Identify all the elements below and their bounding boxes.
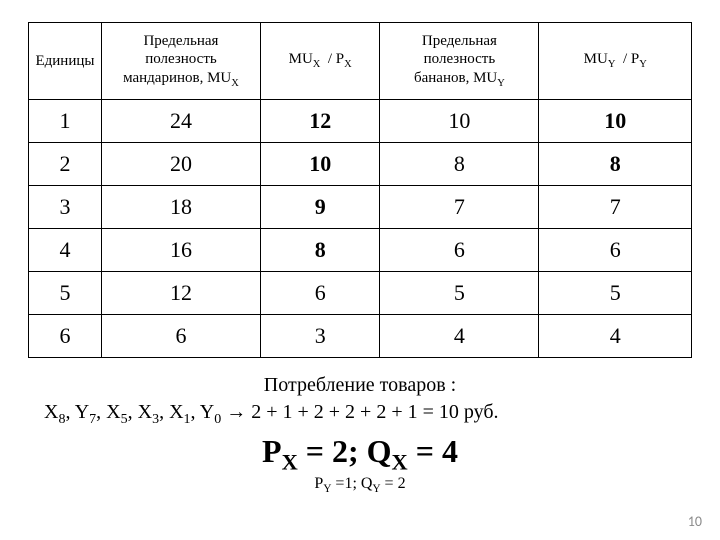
caption-line1: Потребление товаров :	[28, 372, 692, 399]
cell-4-0: 5	[29, 272, 102, 315]
cell-0-1: 24	[101, 100, 260, 143]
cell-2-1: 18	[101, 186, 260, 229]
page-number: 10	[688, 513, 702, 530]
cell-0-0: 1	[29, 100, 102, 143]
table-row: 416866	[29, 229, 692, 272]
cell-5-2: 3	[261, 315, 380, 358]
cell-2-4: 7	[539, 186, 692, 229]
col-header-2: MUX / PX	[261, 23, 380, 100]
equation-small: PY =1; QY = 2	[28, 475, 692, 496]
caption-line2: X8, Y7, X5, X3, X1, Y0 → 2 + 1 + 2 + 2 +…	[28, 399, 692, 430]
utility-table: ЕдиницыПредельнаяполезностьмандаринов, M…	[28, 22, 692, 358]
cell-1-1: 20	[101, 143, 260, 186]
cell-4-3: 5	[380, 272, 539, 315]
col-header-1: Предельнаяполезностьмандаринов, MUX	[101, 23, 260, 100]
cell-3-2: 8	[261, 229, 380, 272]
cell-1-4: 8	[539, 143, 692, 186]
cell-2-2: 9	[261, 186, 380, 229]
table-row: 318977	[29, 186, 692, 229]
cell-5-3: 4	[380, 315, 539, 358]
cell-3-0: 4	[29, 229, 102, 272]
col-header-3: Предельнаяполезностьбананов, MUY	[380, 23, 539, 100]
cell-4-2: 6	[261, 272, 380, 315]
cell-1-2: 10	[261, 143, 380, 186]
table-row: 66344	[29, 315, 692, 358]
cell-2-3: 7	[380, 186, 539, 229]
cell-5-1: 6	[101, 315, 260, 358]
col-header-4: MUY / PY	[539, 23, 692, 100]
table-row: 124121010	[29, 100, 692, 143]
cell-2-0: 3	[29, 186, 102, 229]
cell-5-0: 6	[29, 315, 102, 358]
cell-0-2: 12	[261, 100, 380, 143]
cell-0-3: 10	[380, 100, 539, 143]
equation-main: PX = 2; QX = 4	[28, 434, 692, 475]
cell-1-0: 2	[29, 143, 102, 186]
cell-0-4: 10	[539, 100, 692, 143]
cell-4-1: 12	[101, 272, 260, 315]
cell-3-4: 6	[539, 229, 692, 272]
cell-3-1: 16	[101, 229, 260, 272]
cell-3-3: 6	[380, 229, 539, 272]
cell-1-3: 8	[380, 143, 539, 186]
cell-4-4: 5	[539, 272, 692, 315]
cell-5-4: 4	[539, 315, 692, 358]
col-header-0: Единицы	[29, 23, 102, 100]
table-row: 512655	[29, 272, 692, 315]
consumption-caption: Потребление товаров : X8, Y7, X5, X3, X1…	[28, 372, 692, 430]
table-row: 2201088	[29, 143, 692, 186]
